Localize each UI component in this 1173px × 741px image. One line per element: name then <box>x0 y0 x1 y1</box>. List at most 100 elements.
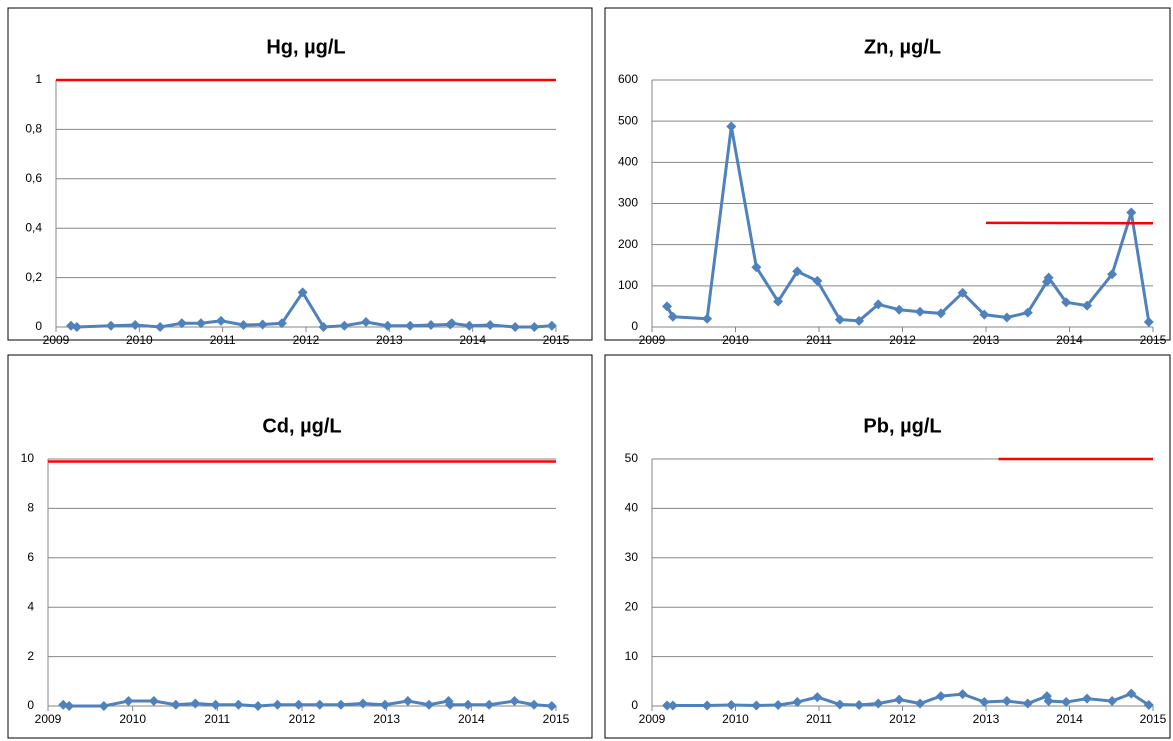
data-point <box>357 698 368 709</box>
x-tick-label: 2012 <box>889 333 916 347</box>
y-tick-label: 30 <box>625 550 639 564</box>
data-point <box>485 320 496 331</box>
data-point <box>873 299 884 310</box>
data-point <box>935 308 946 319</box>
data-point <box>1143 700 1154 711</box>
data-point <box>1001 696 1012 707</box>
x-tick-label: 2014 <box>1056 333 1083 347</box>
data-point <box>405 320 416 331</box>
panel-border <box>7 7 593 341</box>
y-tick-label: 10 <box>21 451 35 465</box>
y-tick-label: 0 <box>631 698 638 712</box>
chart-title: Hg, µg/L <box>266 36 345 58</box>
data-point <box>1001 312 1012 323</box>
data-point <box>812 275 823 286</box>
data-point <box>71 322 82 332</box>
data-point <box>257 319 268 330</box>
data-point <box>915 698 926 709</box>
data-point <box>445 699 456 710</box>
x-tick-label: 2015 <box>1140 333 1167 347</box>
data-point <box>792 266 803 277</box>
data-point <box>233 699 244 710</box>
x-tick-label: 2012 <box>293 333 320 347</box>
data-point <box>1143 317 1154 328</box>
y-tick-label: 4 <box>27 599 34 613</box>
y-tick-label: 1 <box>35 72 42 86</box>
data-point <box>1043 272 1054 283</box>
data-point <box>854 315 865 326</box>
data-point <box>812 692 823 703</box>
data-point <box>726 121 737 132</box>
data-point <box>252 701 263 711</box>
data-point <box>529 322 540 332</box>
data-point <box>238 320 249 331</box>
data-point <box>361 317 371 328</box>
x-tick-label: 2015 <box>1140 712 1167 726</box>
x-tick-label: 2013 <box>373 712 400 726</box>
x-tick-label: 2014 <box>458 712 485 726</box>
data-point <box>546 701 557 711</box>
x-tick-label: 2012 <box>289 712 316 726</box>
data-point <box>935 691 946 702</box>
chart-title: Zn, µg/L <box>864 36 941 58</box>
panel-border <box>604 354 1171 739</box>
data-point <box>662 700 673 711</box>
data-point <box>462 699 473 710</box>
data-point <box>402 696 413 707</box>
data-point <box>216 315 226 326</box>
y-tick-label: 200 <box>618 237 638 251</box>
x-tick-label: 2010 <box>722 712 749 726</box>
data-point <box>1107 269 1118 280</box>
data-point <box>979 309 990 320</box>
y-tick-label: 0 <box>35 319 42 333</box>
y-tick-label: 10 <box>625 649 639 663</box>
x-tick-label: 2011 <box>204 712 230 726</box>
data-point <box>98 701 109 711</box>
x-tick-label: 2009 <box>43 333 70 347</box>
data-point <box>834 699 845 710</box>
data-point <box>915 306 926 317</box>
y-tick-label: 100 <box>618 278 638 292</box>
data-point <box>148 696 159 707</box>
data-point <box>509 696 520 707</box>
data-point <box>446 318 457 329</box>
data-point <box>106 320 116 331</box>
x-tick-label: 2009 <box>35 712 62 726</box>
x-tick-label: 2011 <box>806 333 832 347</box>
data-point <box>546 320 557 331</box>
data-point <box>339 320 350 331</box>
data-point <box>123 696 134 707</box>
x-tick-label: 2013 <box>973 712 1000 726</box>
data-point <box>196 318 206 329</box>
data-point <box>726 700 737 711</box>
data-point <box>426 320 436 331</box>
data-point <box>854 700 865 711</box>
x-tick-label: 2010 <box>722 333 749 347</box>
data-point <box>1061 697 1072 708</box>
y-tick-label: 8 <box>27 501 34 515</box>
y-tick-label: 0,6 <box>25 171 42 185</box>
x-tick-label: 2009 <box>639 712 666 726</box>
x-tick-label: 2012 <box>889 712 916 726</box>
data-point <box>662 301 673 312</box>
data-point <box>130 320 141 331</box>
data-point <box>792 697 803 708</box>
data-point <box>873 698 884 709</box>
data-point <box>484 699 495 710</box>
x-tick-label: 2009 <box>639 333 666 347</box>
data-point <box>751 700 762 711</box>
x-tick-label: 2013 <box>376 333 403 347</box>
data-point <box>176 318 187 329</box>
data-point <box>64 701 75 711</box>
data-point <box>190 698 201 709</box>
y-tick-label: 500 <box>618 113 638 127</box>
data-point <box>1126 688 1137 699</box>
data-point <box>276 318 287 329</box>
data-point <box>510 322 521 332</box>
data-point <box>293 699 304 710</box>
data-point <box>702 313 713 324</box>
x-tick-label: 2010 <box>119 712 146 726</box>
data-point <box>702 700 713 711</box>
data-point <box>834 314 845 325</box>
